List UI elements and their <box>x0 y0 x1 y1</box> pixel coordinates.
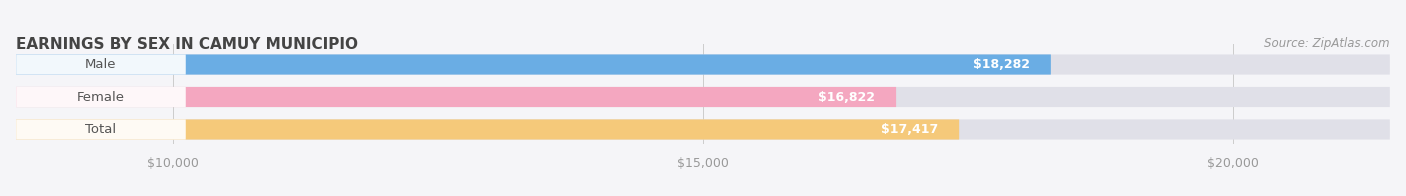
FancyBboxPatch shape <box>17 87 1389 107</box>
Text: Female: Female <box>77 91 125 103</box>
Text: $16,822: $16,822 <box>818 91 875 103</box>
FancyBboxPatch shape <box>17 87 186 107</box>
FancyBboxPatch shape <box>17 119 959 140</box>
Text: Total: Total <box>86 123 117 136</box>
Text: Source: ZipAtlas.com: Source: ZipAtlas.com <box>1264 37 1389 50</box>
Text: $17,417: $17,417 <box>880 123 938 136</box>
Text: $18,282: $18,282 <box>973 58 1029 71</box>
FancyBboxPatch shape <box>17 119 186 140</box>
FancyBboxPatch shape <box>17 87 896 107</box>
Text: EARNINGS BY SEX IN CAMUY MUNICIPIO: EARNINGS BY SEX IN CAMUY MUNICIPIO <box>17 37 359 52</box>
FancyBboxPatch shape <box>17 54 1050 75</box>
FancyBboxPatch shape <box>17 119 1389 140</box>
Text: Male: Male <box>86 58 117 71</box>
FancyBboxPatch shape <box>17 54 1389 75</box>
FancyBboxPatch shape <box>17 54 186 75</box>
